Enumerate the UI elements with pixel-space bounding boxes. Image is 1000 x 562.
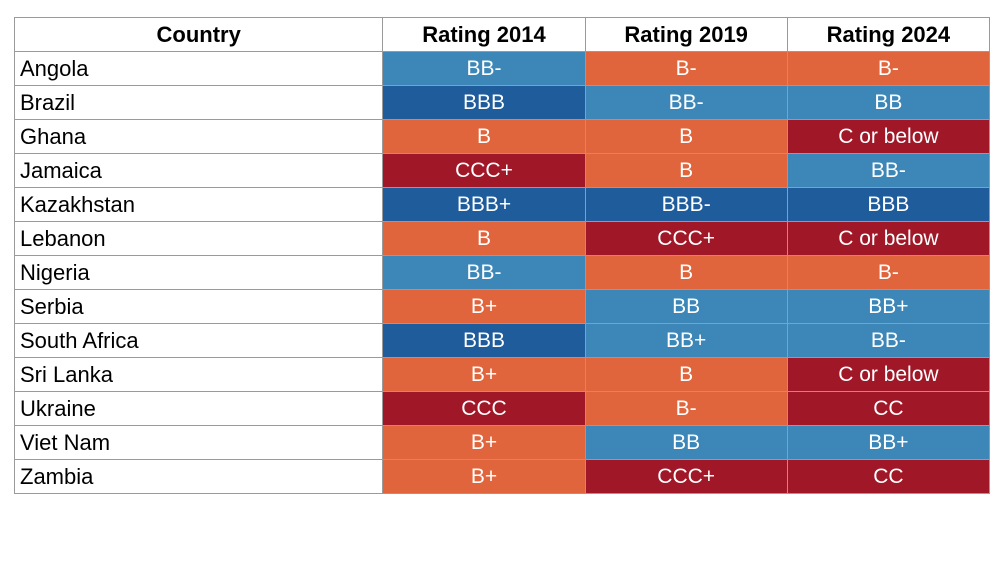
rating-cell: BB- — [584, 85, 788, 120]
rating-cell: BB- — [382, 255, 586, 290]
rating-cell: BB+ — [786, 425, 991, 460]
rating-cell: B — [584, 119, 788, 154]
rating-cell: BB- — [382, 51, 586, 86]
rating-cell: CCC+ — [584, 459, 788, 494]
rating-cell: BB — [584, 425, 788, 460]
rating-cell: B+ — [382, 289, 586, 324]
rating-cell: CC — [786, 391, 991, 426]
rating-cell: C or below — [786, 221, 991, 256]
table-row: Brazil BBB BB- BB — [13, 85, 991, 120]
ratings-table-container: Country Rating 2014 Rating 2019 Rating 2… — [13, 17, 991, 494]
rating-cell: B- — [584, 51, 788, 86]
table-row: Kazakhstan BBB+ BBB- BBB — [13, 187, 991, 222]
country-cell: Angola — [13, 51, 384, 86]
rating-cell: B- — [786, 255, 991, 290]
rating-cell: B — [584, 153, 788, 188]
rating-cell: BB+ — [584, 323, 788, 358]
rating-cell: C or below — [786, 357, 991, 392]
country-cell: Zambia — [13, 459, 384, 494]
rating-cell: BBB — [382, 323, 586, 358]
country-cell: Ghana — [13, 119, 384, 154]
rating-cell: B — [584, 357, 788, 392]
table-row: Angola BB- B- B- — [13, 51, 991, 86]
table-row: Jamaica CCC+ B BB- — [13, 153, 991, 188]
table-row: Lebanon B CCC+ C or below — [13, 221, 991, 256]
rating-cell: BB — [584, 289, 788, 324]
table-row: Zambia B+ CCC+ CC — [13, 459, 991, 494]
table-row: Ghana B B C or below — [13, 119, 991, 154]
rating-cell: CCC — [382, 391, 586, 426]
rating-cell: B- — [786, 51, 991, 86]
rating-cell: B+ — [382, 425, 586, 460]
column-header-country: Country — [13, 17, 384, 52]
country-cell: Lebanon — [13, 221, 384, 256]
rating-cell: C or below — [786, 119, 991, 154]
rating-cell: CCC+ — [584, 221, 788, 256]
country-cell: Serbia — [13, 289, 384, 324]
rating-cell: BBB — [786, 187, 991, 222]
rating-cell: BB- — [786, 153, 991, 188]
rating-cell: BB+ — [786, 289, 991, 324]
country-cell: Jamaica — [13, 153, 384, 188]
country-cell: Ukraine — [13, 391, 384, 426]
table-row: Ukraine CCC B- CC — [13, 391, 991, 426]
rating-cell: BB- — [786, 323, 991, 358]
table-row: Sri Lanka B+ B C or below — [13, 357, 991, 392]
rating-cell: BB — [786, 85, 991, 120]
country-cell: Sri Lanka — [13, 357, 384, 392]
rating-cell: B — [584, 255, 788, 290]
rating-cell: B — [382, 119, 586, 154]
column-header-rating-2024: Rating 2024 — [786, 17, 991, 52]
rating-cell: B — [382, 221, 586, 256]
rating-cell: BBB- — [584, 187, 788, 222]
country-cell: Viet Nam — [13, 425, 384, 460]
rating-cell: BBB+ — [382, 187, 586, 222]
table-body: Angola BB- B- B- Brazil BBB BB- BB Ghana B B C or b… — [13, 51, 991, 494]
table-row: South Africa BBB BB+ BB- — [13, 323, 991, 358]
column-header-rating-2014: Rating 2014 — [382, 17, 586, 52]
rating-cell: BBB — [382, 85, 586, 120]
country-cell: South Africa — [13, 323, 384, 358]
table-row: Nigeria BB- B B- — [13, 255, 991, 290]
rating-cell: B- — [584, 391, 788, 426]
country-cell: Brazil — [13, 85, 384, 120]
country-cell: Kazakhstan — [13, 187, 384, 222]
rating-cell: CC — [786, 459, 991, 494]
country-cell: Nigeria — [13, 255, 384, 290]
header-row: Country Rating 2014 Rating 2019 Rating 2… — [13, 17, 991, 52]
rating-cell: B+ — [382, 357, 586, 392]
rating-cell: CCC+ — [382, 153, 586, 188]
sovereign-ratings-table: Country Rating 2014 Rating 2019 Rating 2… — [13, 17, 991, 494]
table-row: Viet Nam B+ BB BB+ — [13, 425, 991, 460]
table-row: Serbia B+ BB BB+ — [13, 289, 991, 324]
column-header-rating-2019: Rating 2019 — [584, 17, 788, 52]
rating-cell: B+ — [382, 459, 586, 494]
